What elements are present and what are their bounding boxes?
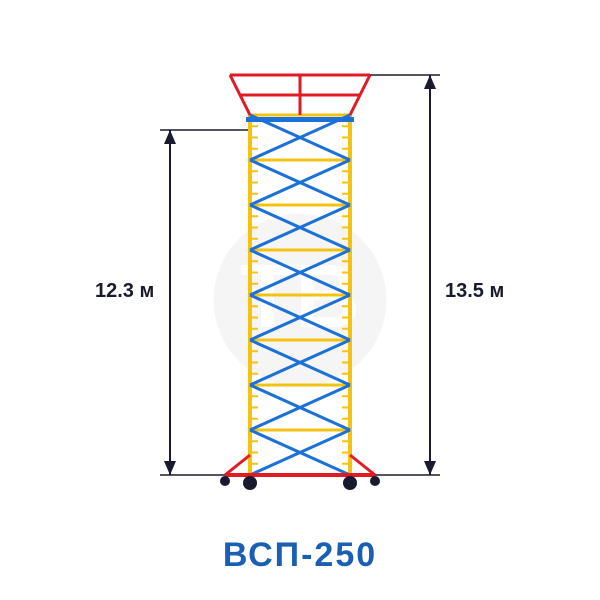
right-height-label: 13.5 м (445, 280, 504, 303)
left-height-label: 12.3 м (95, 280, 154, 303)
scaffold-tower-diagram (0, 0, 600, 600)
model-name: ВСП-250 (0, 536, 600, 575)
